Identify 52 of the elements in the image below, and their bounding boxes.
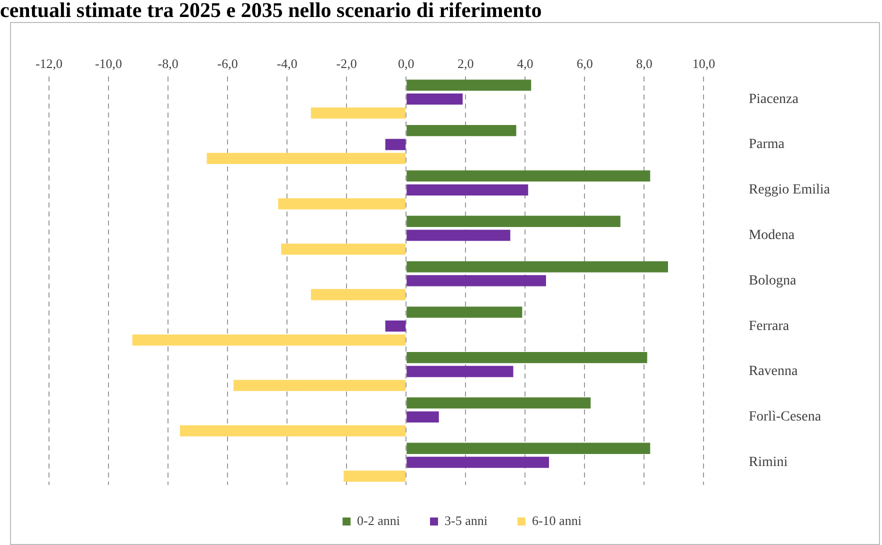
bar: [234, 380, 406, 391]
bar: [385, 138, 406, 150]
bar: [406, 94, 463, 105]
chart-title: centuali stimate tra 2025 e 2035 nello scenario di riferimento: [0, 0, 542, 22]
bar: [406, 80, 532, 91]
bar: [406, 216, 620, 227]
y-tick-label: Reggio Emilia: [748, 182, 831, 198]
x-tick-label: -2,0: [336, 56, 357, 72]
y-tick-label: Ravenna: [748, 364, 798, 380]
x-tick-label: -12,0: [35, 56, 63, 72]
bar: [406, 352, 648, 364]
bar: [406, 456, 549, 468]
bar: [180, 425, 406, 436]
x-tick-label: 10,0: [692, 56, 716, 72]
x-tick-label: -4,0: [276, 56, 298, 72]
y-tick-label: Rimini: [748, 454, 788, 470]
bar: [406, 366, 514, 378]
bar: [281, 244, 406, 255]
bar: [406, 397, 591, 409]
legend-label: 3-5 anni: [444, 512, 488, 528]
x-tick-label: -8,0: [158, 56, 178, 72]
y-tick-label: Forlì-Cesena: [748, 410, 822, 425]
bar: [344, 470, 406, 482]
legend-label: 6-10 anni: [532, 512, 582, 528]
y-tick-label: Piacenza: [748, 92, 800, 107]
x-tick-label: 2,0: [458, 56, 474, 72]
bar: [206, 152, 406, 164]
x-tick-label: -10,0: [94, 56, 122, 72]
bar: [310, 289, 406, 300]
bar: [385, 320, 406, 332]
x-tick-label: 6,0: [576, 56, 593, 72]
x-tick-label: 8,0: [636, 56, 652, 72]
x-tick-label: 0,0: [398, 56, 414, 72]
bar: [132, 334, 406, 346]
bar: [406, 170, 650, 182]
bar: [406, 442, 650, 454]
x-tick-label: 4,0: [517, 56, 534, 72]
bar: [406, 184, 528, 196]
bar: [406, 275, 546, 286]
bar: [406, 261, 668, 272]
y-tick-label: Bologna: [748, 273, 797, 288]
bar: [278, 198, 406, 210]
bar: [310, 107, 406, 119]
bar: [406, 125, 516, 136]
bar: [406, 411, 439, 422]
y-tick-label: Modena: [748, 228, 796, 243]
bar: [406, 230, 510, 241]
legend-label: 0-2 anni: [357, 512, 400, 528]
x-tick-label: -6,0: [217, 56, 238, 72]
y-tick-label: Ferrara: [748, 318, 790, 334]
y-tick-label: Parma: [748, 137, 786, 152]
bar: [406, 306, 522, 318]
